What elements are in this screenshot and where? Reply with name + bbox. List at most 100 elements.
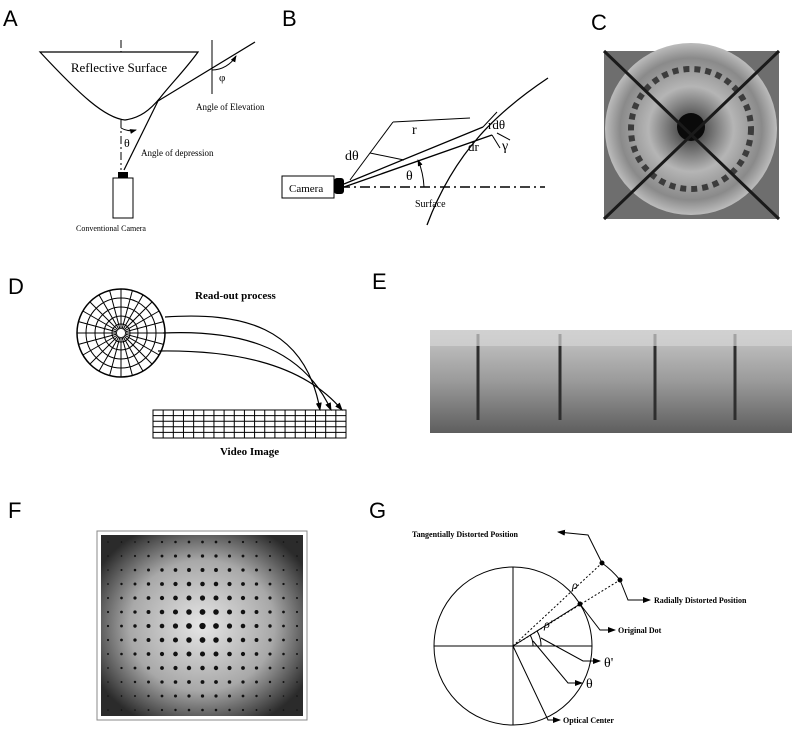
f-grid-dot [254,596,259,600]
f-grid-dot [240,637,246,643]
panel-d-diagram: Read-out process Video Image [76,288,347,458]
f-grid-dot [159,623,165,629]
f-grid-dot [160,554,164,558]
f-grid-dot [106,638,110,642]
f-grid-dot [227,665,232,671]
f-grid-dot [186,609,192,615]
panel-b-diagram: Camera Surface r dθ θ rdθ dr γ [281,77,549,226]
d-video-grid [152,409,347,439]
f-grid-dot [120,555,123,557]
f-grid-dot [186,623,192,629]
f-grid-dot [295,610,299,614]
f-grid-dot [254,666,259,670]
f-grid-dot [146,623,151,629]
a-label-reflective-surface: Reflective Surface [71,60,168,75]
f-grid-dot [134,541,136,543]
f-grid-dot [147,554,150,558]
f-grid-dot [240,623,246,629]
f-grid-dot [269,709,271,711]
f-grid-dot [173,568,178,572]
b-label-theta: θ [406,169,413,184]
a-label-angle-depression: Angle of depression [141,148,214,158]
b-r-line-2 [392,117,471,123]
f-grid-dot [268,596,272,600]
f-grid-dot [255,709,258,711]
f-grid-dot [186,665,192,671]
f-grid-dot [187,540,191,544]
f-grid-dot [214,554,218,558]
f-grid-dot [120,582,123,586]
f-grid-dot [282,610,285,614]
f-grid-dot [160,568,164,572]
f-grid-dot [146,610,151,614]
panel-e-panorama [430,330,792,433]
c-inner-ring [628,66,754,192]
f-grid-dot [187,708,191,712]
f-grid-dot [254,582,259,586]
f-grid-dot [282,541,285,543]
a-label-theta: θ [124,136,130,150]
g-original-ray [512,603,581,647]
f-grid-dot [133,554,137,558]
f-grid-dot [268,638,272,642]
f-grid-dot [268,582,272,586]
f-grid-dot [282,709,285,711]
d-polar-spoke [89,335,119,365]
f-grid-dot [241,554,245,558]
f-grid-dot [186,581,192,587]
b-label-dtheta: dθ [345,149,359,164]
f-grid-dot [241,582,245,586]
b-camera-lens [334,178,344,194]
b-label-surface: Surface [415,199,446,210]
f-grid-dot [254,638,259,642]
f-grid-dot [226,609,233,615]
d-polar-spoke [89,301,119,331]
f-grid-dot [240,609,246,615]
f-grid-dot [282,652,285,656]
g-distortion-arc [601,562,621,581]
d-polar-spoke [122,336,144,372]
f-grid-dot [172,623,179,629]
f-grid-dot [200,554,205,558]
f-grid-dot [282,582,285,586]
f-grid-dot [173,554,178,558]
d-polar-spoke [109,290,121,330]
c-diag-2 [602,49,781,221]
f-grid-dot [227,680,232,684]
f-grid-dot [133,680,137,684]
g-theta-prime-leader [540,637,601,664]
f-grid-dot [296,695,298,697]
g-theta-prime-arc [536,630,542,647]
d-polar-spoke [124,310,160,332]
panel-c-omnidirectional-image [602,43,781,221]
f-grid-dot [107,541,109,543]
b-label-dr: dr [468,139,480,154]
b-dtheta-line [369,152,405,161]
f-grid-dot [120,568,123,572]
g-label-rho: ρ [571,578,578,592]
f-grid-dot [213,637,219,643]
f-grid-dot [255,568,258,572]
f-grid-dot [268,624,272,628]
f-grid-dot [120,541,123,543]
g-tangential-ray [512,562,603,647]
d-polar-spoke [122,294,144,330]
f-grid-dot [268,554,272,558]
f-grid-dot [214,540,218,544]
f-grid-dot [199,609,206,615]
f-grid-dot [160,680,164,684]
f-grid-dot [213,609,219,615]
f-grid-dot [107,709,109,711]
f-grid-dot [199,622,206,630]
a-phi-arc [211,55,237,71]
f-grid-dot [213,623,219,629]
f-grid-dot [228,540,231,544]
f-grid-dot [241,666,245,670]
f-grid-dot [159,651,165,657]
f-grid-dot [214,694,218,698]
f-grid-dot [241,680,245,684]
f-grid-dot [213,651,219,657]
b-label-r: r [412,123,417,138]
f-grid-dot [186,651,192,657]
b-label-rdtheta: rdθ [488,117,505,132]
